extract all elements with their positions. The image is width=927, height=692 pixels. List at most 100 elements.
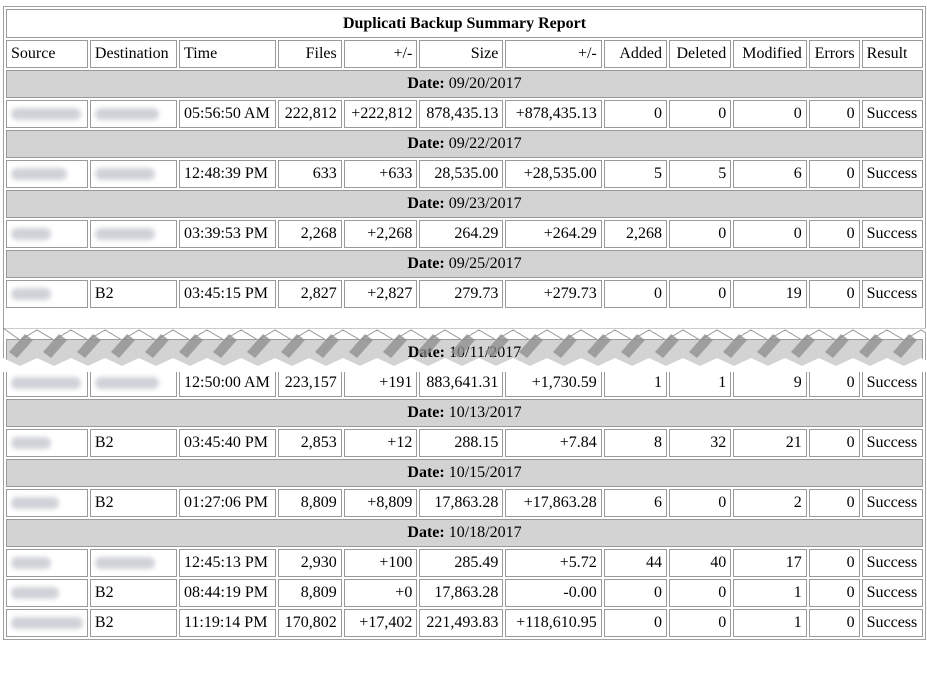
cell-files-delta: +17,402 [343,609,418,637]
cell-errors: 0 [808,579,860,607]
cell-size-delta: +279.73 [505,280,602,308]
report-title: Duplicati Backup Summary Report [6,9,923,38]
cell-errors: 0 [808,609,860,637]
col-header-time: Time [179,40,277,68]
cell-size: 264.29 [419,220,504,248]
table-row: B2 08:44:19 PM 8,809 +0 17,863.28 -0.00 0 0 1 0 Su… [6,579,923,607]
redacted-text [94,377,159,390]
date-label: Date: [407,404,445,421]
cell-result: Success [861,579,923,607]
cell-added: 2,268 [603,220,667,248]
date-group-cell: Date: 09/23/2017 [6,190,923,218]
cell-result: Success [861,369,923,397]
cell-time: 05:56:50 AM [179,100,277,128]
cell-time: 03:45:15 PM [179,280,277,308]
cell-added: 0 [603,609,667,637]
cell-files: 222,812 [278,100,342,128]
cell-modified: 1 [733,609,807,637]
cell-size-delta: +17,863.28 [505,489,602,517]
cropped-gap-row [6,310,923,337]
date-label: Date: [407,344,445,361]
date-group-row: Date: 09/20/2017 [6,70,923,98]
cell-time: 08:44:19 PM [179,579,277,607]
redacted-text [11,108,81,121]
redacted-text [94,557,155,570]
col-header-files: Files [278,40,342,68]
cell-size-delta: -0.00 [505,579,602,607]
cell-files-delta: +633 [343,160,418,188]
col-header-source: Source [6,40,88,68]
cell-source [6,429,88,457]
cell-deleted: 40 [668,549,732,577]
col-header-size-delta: +/- [505,40,602,68]
cell-deleted: 0 [668,489,732,517]
date-value: 10/18/2017 [448,524,522,541]
cell-size: 878,435.13 [419,100,504,128]
cell-added: 44 [603,549,667,577]
date-group-cell: Date: 09/20/2017 [6,70,923,98]
cell-time: 03:39:53 PM [179,220,277,248]
redacted-text [11,377,81,390]
cell-time: 03:45:40 PM [179,429,277,457]
cell-time: 12:45:13 PM [179,549,277,577]
date-group-row: Date: 09/23/2017 [6,190,923,218]
redacted-text [11,228,51,241]
cell-size-delta: +28,535.00 [505,160,602,188]
cell-added: 5 [603,160,667,188]
date-value: 10/15/2017 [448,464,522,481]
col-header-size: Size [419,40,504,68]
cell-modified: 17 [733,549,807,577]
cell-files: 8,809 [278,579,342,607]
table-row: 05:56:50 AM 222,812 +222,812 878,435.13 +878… [6,100,923,128]
cell-result: Success [861,280,923,308]
date-label: Date: [407,464,445,481]
cell-size-delta: +7.84 [505,429,602,457]
cell-files: 170,802 [278,609,342,637]
date-group-cell: Date: 09/25/2017 [6,250,923,278]
cell-deleted: 0 [668,100,732,128]
redacted-text [11,617,83,630]
cell-errors: 0 [808,280,860,308]
cell-files-delta: +8,809 [343,489,418,517]
date-label: Date: [407,255,445,272]
cell-files: 223,157 [278,369,342,397]
cell-size: 285.49 [419,549,504,577]
cell-modified: 6 [733,160,807,188]
table-row: 12:48:39 PM 633 +633 28,535.00 +28,535.00 5 5 6… [6,160,923,188]
cell-files: 2,827 [278,280,342,308]
cell-deleted: 32 [668,429,732,457]
date-group-row: Date: 09/22/2017 [6,130,923,158]
cell-destination: B2 [89,429,177,457]
cell-files-delta: +222,812 [343,100,418,128]
cell-files-delta: +100 [343,549,418,577]
cell-source [6,369,88,397]
cell-result: Success [861,609,923,637]
date-value: 09/20/2017 [448,75,522,92]
table-row: B2 03:45:15 PM 2,827 +2,827 279.73 +279.73 0 0 1… [6,280,923,308]
date-group-row: Date: 10/15/2017 [6,459,923,487]
table-row: 12:45:13 PM 2,930 +100 285.49 +5.72 44 40 17 0 Su… [6,549,923,577]
cell-files: 8,809 [278,489,342,517]
cell-files: 2,930 [278,549,342,577]
cell-files-delta: +2,827 [343,280,418,308]
cell-added: 0 [603,579,667,607]
col-header-result: Result [861,40,923,68]
date-group-cell: Date: 10/11/2017 [6,339,923,367]
redacted-text [94,108,159,121]
cell-added: 6 [603,489,667,517]
cell-size-delta: +118,610.95 [505,609,602,637]
cell-destination: B2 [89,609,177,637]
date-group-cell: Date: 10/15/2017 [6,459,923,487]
cell-size: 279.73 [419,280,504,308]
cell-modified: 2 [733,489,807,517]
cell-destination: B2 [89,489,177,517]
date-label: Date: [407,524,445,541]
cell-added: 0 [603,280,667,308]
cell-time: 11:19:14 PM [179,609,277,637]
cell-time: 12:48:39 PM [179,160,277,188]
cell-files-delta: +2,268 [343,220,418,248]
cell-result: Success [861,549,923,577]
cell-errors: 0 [808,100,860,128]
cell-size: 28,535.00 [419,160,504,188]
cell-files-delta: +0 [343,579,418,607]
